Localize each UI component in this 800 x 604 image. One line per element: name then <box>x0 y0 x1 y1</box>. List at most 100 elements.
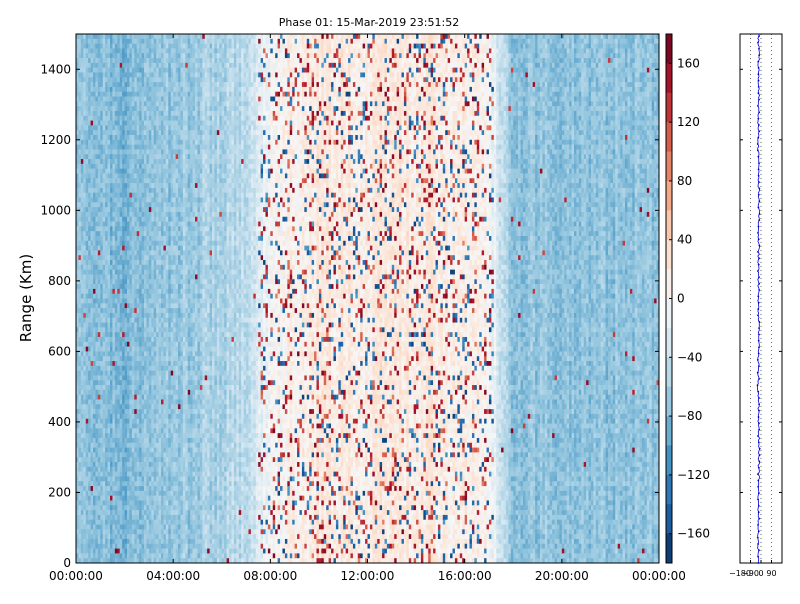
heatmap-cell <box>100 452 103 457</box>
heatmap-cell <box>173 356 176 361</box>
heatmap-cell <box>146 217 149 222</box>
heatmap-cell <box>112 467 115 472</box>
heatmap-cell <box>122 140 125 145</box>
heatmap-cell <box>88 226 91 231</box>
heatmap-cell <box>83 77 86 82</box>
heatmap-cell <box>91 323 94 328</box>
heatmap-cell <box>163 375 166 380</box>
heatmap-cell <box>93 414 96 419</box>
heatmap-cell <box>183 265 186 270</box>
heatmap-cell <box>176 520 179 525</box>
heatmap-cell <box>166 178 169 183</box>
heatmap-cell <box>120 462 123 467</box>
heatmap-cell <box>108 87 111 92</box>
heatmap-cell <box>95 553 98 558</box>
heatmap-cell <box>105 351 108 356</box>
heatmap-cell <box>168 553 171 558</box>
heatmap-cell <box>83 496 86 501</box>
heatmap-cell <box>171 226 174 231</box>
heatmap-cell <box>176 289 179 294</box>
heatmap-cell <box>178 231 181 236</box>
heatmap-cell <box>151 342 154 347</box>
heatmap-cell <box>176 92 179 97</box>
heatmap-cell <box>154 222 157 227</box>
heatmap-cell <box>183 289 186 294</box>
heatmap-cell <box>110 553 113 558</box>
heatmap-cell <box>132 534 135 539</box>
heatmap-cell <box>163 149 166 154</box>
heatmap-cell <box>183 424 186 429</box>
heatmap-cell <box>173 265 176 270</box>
heatmap-cell <box>178 323 181 328</box>
heatmap-cell <box>115 260 118 265</box>
heatmap-cell <box>134 101 137 106</box>
heatmap-cell <box>154 515 157 520</box>
heatmap-cell <box>142 97 145 102</box>
heatmap-cell <box>98 87 101 92</box>
heatmap-cell <box>142 375 145 380</box>
heatmap-cell <box>142 48 145 53</box>
heatmap-cell <box>108 53 111 58</box>
heatmap-cell <box>159 72 162 77</box>
heatmap-cell <box>81 149 84 154</box>
heatmap-cell <box>183 515 186 520</box>
heatmap-cell <box>156 63 159 68</box>
heatmap-cell <box>98 409 101 414</box>
heatmap-cell <box>168 183 171 188</box>
heatmap-cell <box>117 351 120 356</box>
heatmap-cell <box>93 130 96 135</box>
heatmap-cell <box>142 53 145 58</box>
heatmap-cell <box>125 72 128 77</box>
heatmap-cell <box>98 361 101 366</box>
heatmap-cell <box>110 116 113 121</box>
heatmap-cell <box>178 318 181 323</box>
heatmap-cell <box>168 424 171 429</box>
heatmap-cell <box>105 178 108 183</box>
heatmap-cell <box>112 520 115 525</box>
heatmap-cell <box>161 505 164 510</box>
heatmap-cell <box>105 448 108 453</box>
heatmap-cell <box>95 342 98 347</box>
heatmap-cell <box>100 395 103 400</box>
heatmap-cell <box>129 520 132 525</box>
heatmap-cell <box>137 111 140 116</box>
heatmap-cell <box>117 135 120 140</box>
heatmap-cell <box>156 515 159 520</box>
heatmap-cell <box>183 534 186 539</box>
heatmap-cell <box>159 250 162 255</box>
heatmap-cell <box>149 274 152 279</box>
heatmap-cell <box>103 154 106 159</box>
heatmap-cell <box>110 515 113 520</box>
heatmap-cell <box>120 87 123 92</box>
heatmap-cell <box>156 510 159 515</box>
heatmap-cell <box>120 198 123 203</box>
heatmap-cell <box>112 250 115 255</box>
heatmap-cell <box>81 116 84 121</box>
heatmap-cell <box>161 409 164 414</box>
heatmap-cell <box>139 226 142 231</box>
heatmap-cell <box>142 481 145 486</box>
heatmap-cell <box>156 323 159 328</box>
heatmap-cell <box>78 294 81 299</box>
heatmap-cell <box>159 68 162 73</box>
heatmap-cell <box>139 39 142 44</box>
heatmap-cell <box>83 87 86 92</box>
heatmap-cell <box>166 419 169 424</box>
heatmap-cell <box>156 414 159 419</box>
heatmap-cell <box>151 116 154 121</box>
heatmap-cell <box>144 135 147 140</box>
heatmap-cell <box>171 255 174 260</box>
heatmap-cell <box>183 217 186 222</box>
heatmap-cell <box>166 390 169 395</box>
heatmap-cell <box>146 457 149 462</box>
heatmap-cell <box>93 361 96 366</box>
heatmap-cell <box>178 414 181 419</box>
heatmap-cell <box>120 82 123 87</box>
heatmap-cell <box>142 44 145 49</box>
heatmap-cell <box>127 327 130 332</box>
heatmap-cell <box>129 409 132 414</box>
heatmap-cell <box>137 154 140 159</box>
heatmap-cell <box>183 34 186 39</box>
heatmap-cell <box>132 462 135 467</box>
heatmap-cell <box>154 327 157 332</box>
